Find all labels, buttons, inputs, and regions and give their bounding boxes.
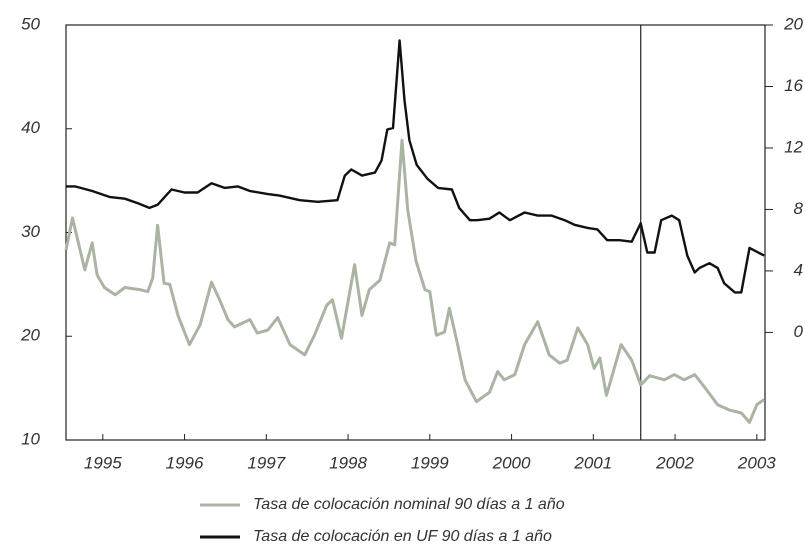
y-tick-label: 50 [21,14,40,33]
y2-tick-label: 4 [794,260,803,279]
y2-tick-label: 12 [784,137,803,156]
x-tick-label: 1995 [84,453,122,472]
legend-label: Tasa de colocación en UF 90 días a 1 año [253,528,552,545]
x-tick-label: 1998 [329,453,367,472]
y-tick-label: 30 [21,222,40,241]
y2-tick-label: 8 [794,199,804,218]
x-tick-label: 1999 [411,453,449,472]
y2-tick-label: 0 [794,322,804,341]
y-tick-label: 40 [21,118,40,137]
x-tick-label: 1996 [166,453,204,472]
series-line [66,39,765,294]
x-tick-label: 2001 [573,453,612,472]
y2-tick-label: 16 [784,76,803,95]
x-tick-label: 2002 [655,453,694,472]
x-tick-label: 1997 [247,453,285,472]
legend-label: Tasa de colocación nominal 90 días a 1 a… [253,496,565,513]
y-tick-label: 20 [20,326,40,345]
x-tick-label: 2003 [737,453,776,472]
x-tick-label: 2000 [492,453,531,472]
series-line [64,138,766,424]
y2-tick-label: 20 [783,14,803,33]
y-tick-label: 10 [21,429,40,448]
